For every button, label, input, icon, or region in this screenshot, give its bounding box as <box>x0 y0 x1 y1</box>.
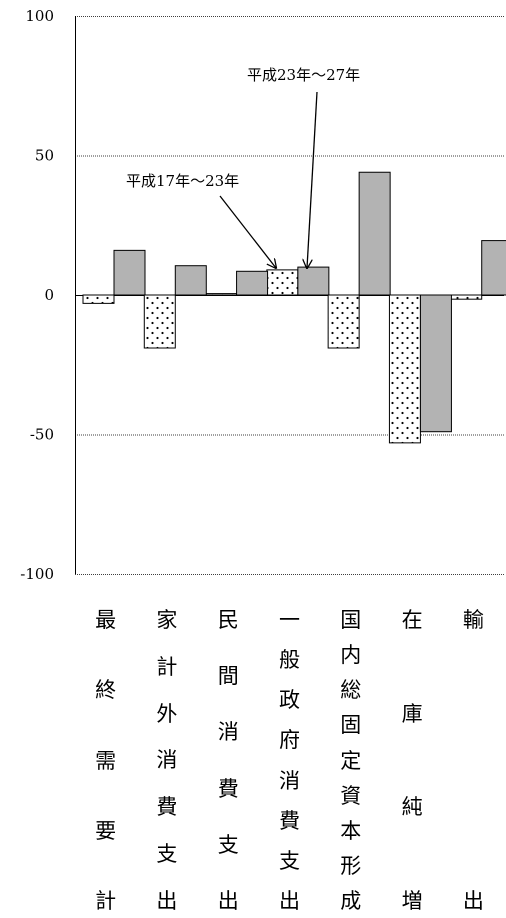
bar <box>450 294 483 300</box>
x-category-label: 一般政府消費支出 <box>279 608 300 913</box>
bar <box>113 249 146 296</box>
bar <box>236 270 269 296</box>
bar-chart: 100 50 0 -50 -100 平成17年～23年 平成23年～27年 <box>20 7 506 583</box>
bar <box>205 293 238 296</box>
annotation-arrow <box>307 91 318 268</box>
x-category-label: 最終需要計 <box>95 608 117 913</box>
bar <box>82 294 115 304</box>
bar <box>143 294 176 349</box>
annotation-arrow <box>219 195 276 268</box>
annotation-label: 平成23年～27年 <box>247 66 360 84</box>
gridlines <box>75 16 504 575</box>
x-category-label: 民間消費支出 <box>217 608 239 913</box>
y-tick-label: 100 <box>25 7 54 25</box>
y-tick-label: 50 <box>35 147 54 165</box>
bars <box>82 171 506 444</box>
x-category-label: 家計外消費支出 <box>156 608 178 913</box>
y-tick-label: 0 <box>44 286 54 304</box>
bar <box>481 240 506 296</box>
annotation-label: 平成17年～23年 <box>126 172 239 190</box>
x-category-label: 在庫純増 <box>401 608 423 913</box>
bar <box>358 171 391 296</box>
y-tick-label: -50 <box>30 426 54 444</box>
annotations: 平成17年～23年 平成23年～27年 <box>126 66 360 268</box>
bar <box>174 265 207 296</box>
bar <box>266 269 299 296</box>
bar <box>388 294 421 444</box>
bar <box>419 294 452 433</box>
bar <box>327 294 360 349</box>
y-tick-label: -100 <box>20 565 54 583</box>
x-category-label: 輸出 <box>462 608 484 913</box>
x-category-label: 国内総固定資本形成 <box>340 608 362 913</box>
bar <box>297 266 330 296</box>
